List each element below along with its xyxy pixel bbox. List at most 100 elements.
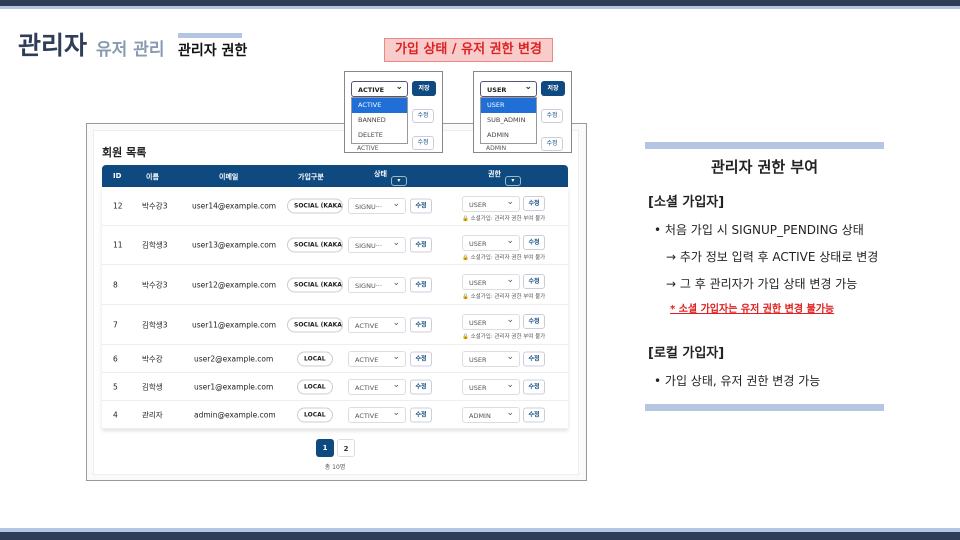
cell-id: 7 (113, 320, 118, 329)
signup-type-badge: LOCAL (297, 407, 333, 422)
status-edit-button[interactable]: 수정 (410, 351, 432, 366)
signup-type-badge: SOCIAL (KAKAO) (287, 317, 343, 332)
panel-top-bar (645, 142, 884, 149)
edit-button[interactable]: 수정 (412, 136, 434, 150)
status-edit-button[interactable]: 수정 (410, 277, 432, 292)
lock-icon: 🔒 (462, 255, 469, 261)
cell-name: 김학생3 (142, 320, 168, 329)
slide-subtitle: 유저 관리 (96, 40, 165, 60)
social-warning: * 소셜 가입자는 유저 권한 변경 불가능 (670, 304, 835, 315)
cell-email: user2@example.com (194, 354, 274, 363)
role-select[interactable]: USER (462, 378, 520, 395)
role-edit-button[interactable]: 수정 (523, 407, 545, 422)
slide-section: 관리자 권한 (178, 43, 248, 59)
section-accent (178, 33, 242, 38)
table-row: 4 관리자 admin@example.com LOCAL ACTIVE 수정 … (102, 401, 568, 429)
save-button[interactable]: 저장 (412, 81, 436, 96)
signup-type-badge: LOCAL (297, 351, 333, 366)
option-sub-admin[interactable]: SUB_ADMIN (487, 116, 526, 124)
status-edit-button[interactable]: 수정 (410, 198, 432, 214)
save-button[interactable]: 저장 (541, 81, 565, 96)
role-select[interactable]: ADMIN (462, 406, 520, 423)
table-body: 12 박수강3 user14@example.com SOCIAL (KAKAO… (102, 187, 568, 429)
slide-title: 관리자 (18, 31, 88, 60)
role-options: USER SUB_ADMIN ADMIN (480, 97, 537, 144)
edit-button[interactable]: 수정 (541, 109, 563, 123)
option-user[interactable]: USER (481, 98, 536, 113)
role-select[interactable]: USER (462, 314, 520, 330)
signup-type-badge: LOCAL (297, 379, 333, 394)
select-value: ACTIVE (357, 145, 379, 152)
social-item: → 그 후 관리자가 가입 상태 변경 가능 (666, 277, 858, 291)
role-select[interactable]: USER (462, 235, 520, 251)
lock-icon: 🔒 (462, 216, 469, 222)
role-edit-button[interactable]: 수정 (523, 274, 545, 289)
local-heading: [로컬 가입자] (648, 346, 725, 361)
status-filter-button[interactable]: ▾ (390, 176, 407, 186)
page-button-2[interactable]: 2 (337, 439, 355, 457)
table-row: 7 김학생3 user11@example.com SOCIAL (KAKAO)… (102, 305, 568, 345)
header-email: 이메일 (219, 173, 239, 181)
status-dropdown-popup: ACTIVE 저장 수정 수정 ACTIVE ACTIVE BANNED DEL… (344, 71, 443, 153)
cell-email: user1@example.com (194, 382, 274, 391)
status-select[interactable]: SIGNU··· (348, 237, 406, 253)
status-edit-button[interactable]: 수정 (410, 237, 432, 253)
cell-id: 4 (113, 410, 118, 419)
table-row: 12 박수강3 user14@example.com SOCIAL (KAKAO… (102, 187, 568, 226)
local-item: • 가입 상태, 유저 권한 변경 가능 (654, 374, 821, 388)
status-edit-button[interactable]: 수정 (410, 379, 432, 394)
role-select[interactable]: USER (462, 274, 520, 290)
signup-type-badge: SOCIAL (KAKAO) (287, 198, 343, 214)
total-count: 총 10명 (324, 464, 346, 471)
status-select[interactable]: ACTIVE (348, 350, 406, 367)
cell-email: admin@example.com (194, 410, 276, 419)
role-edit-button[interactable]: 수정 (523, 314, 545, 329)
cell-name: 관리자 (142, 410, 163, 419)
role-edit-button[interactable]: 수정 (523, 351, 545, 366)
header-role: 권한 ▾ (488, 169, 521, 186)
role-select[interactable]: USER (462, 196, 520, 212)
page-button-1[interactable]: 1 (316, 439, 334, 457)
social-note: 🔒 소셜가입: 관리자 권한 부여 불가 (462, 255, 546, 261)
table-row: 6 박수강 user2@example.com LOCAL ACTIVE 수정 … (102, 345, 568, 373)
role-edit-button[interactable]: 수정 (523, 235, 545, 250)
option-active[interactable]: ACTIVE (352, 98, 407, 113)
option-banned[interactable]: BANNED (358, 116, 386, 124)
status-select[interactable]: ACTIVE (348, 316, 406, 333)
top-bar (0, 0, 960, 6)
edit-button[interactable]: 수정 (412, 109, 434, 123)
header-id: ID (113, 172, 122, 180)
table-header: ID 이름 이메일 가입구분 상태 ▾ 권한 ▾ (102, 165, 568, 187)
status-edit-button[interactable]: 수정 (410, 407, 432, 422)
status-select[interactable]: ACTIVE (348, 406, 406, 423)
bottom-bar-accent (0, 528, 960, 532)
status-select[interactable]: ACTIVE (348, 378, 406, 395)
option-admin[interactable]: ADMIN (487, 131, 509, 139)
social-note: 🔒 소셜가입: 관리자 권한 부여 불가 (462, 294, 546, 300)
status-select[interactable]: SIGNU··· (348, 198, 406, 214)
role-filter-button[interactable]: ▾ (504, 176, 521, 186)
header-name: 이름 (146, 173, 159, 181)
cell-email: user14@example.com (192, 201, 277, 211)
panel-bottom-bar (645, 404, 884, 411)
role-edit-button[interactable]: 수정 (523, 196, 545, 211)
social-item: • 처음 가입 시 SIGNUP_PENDING 상태 (654, 223, 864, 237)
role-dropdown-popup: USER 저장 수정 수정 ADMIN USER SUB_ADMIN ADMIN (473, 71, 572, 153)
cell-name: 박수강3 (142, 280, 168, 289)
status-select[interactable]: ACTIVE (351, 81, 408, 97)
role-select[interactable]: USER (462, 350, 520, 367)
lock-icon: 🔒 (462, 294, 469, 300)
cell-id: 6 (113, 354, 118, 363)
select-value: ADMIN (486, 145, 507, 152)
cell-name: 김학생 (142, 382, 163, 391)
status-select[interactable]: SIGNU··· (348, 276, 406, 293)
status-edit-button[interactable]: 수정 (410, 317, 432, 332)
table-row: 11 김학생3 user13@example.com SOCIAL (KAKAO… (102, 226, 568, 265)
cell-email: user11@example.com (192, 320, 277, 329)
role-select[interactable]: USER (480, 81, 537, 97)
cell-name: 박수강 (142, 354, 163, 363)
role-edit-button[interactable]: 수정 (523, 379, 545, 394)
social-heading: [소셜 가입자] (648, 195, 725, 210)
edit-button[interactable]: 수정 (541, 137, 563, 151)
option-delete[interactable]: DELETE (358, 131, 383, 139)
